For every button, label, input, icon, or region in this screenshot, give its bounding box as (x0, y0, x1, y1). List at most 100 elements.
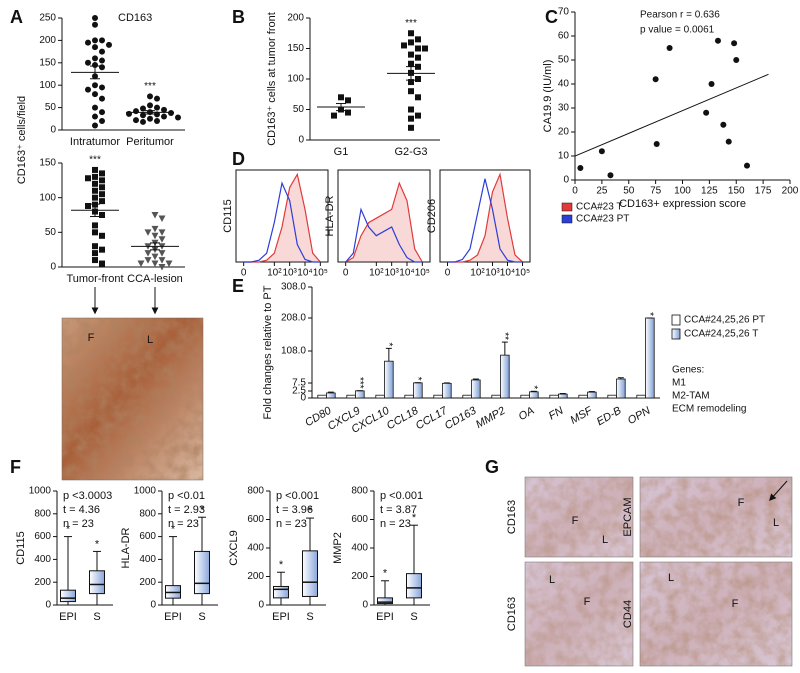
x-tick-label: 10⁵ (515, 268, 530, 279)
panel-letter: F (10, 457, 21, 477)
y-tick-label: 150 (39, 57, 56, 68)
x-tick-label: 25 (596, 186, 608, 197)
axis-label: CD115 (222, 199, 234, 232)
x-tick-label: 200 (782, 186, 799, 197)
point (733, 57, 740, 63)
point (99, 246, 105, 253)
y-tick-label: 200 (139, 577, 156, 588)
point (92, 15, 98, 21)
image-letter: F (732, 598, 739, 610)
legend-label: M2-TAM (672, 391, 710, 402)
point (408, 30, 414, 37)
point (415, 76, 421, 82)
stat-label: n = 23 (168, 518, 199, 530)
bar (549, 394, 559, 399)
plot-frame (235, 169, 329, 263)
y-tick-label: 200 (34, 577, 51, 588)
x-tick-label: CD163 (443, 404, 479, 432)
point (338, 94, 344, 101)
y-tick-label: 0 (50, 125, 56, 136)
x-tick-label: 0 (241, 268, 247, 279)
x-tick-label: 10⁴ (297, 268, 312, 279)
y-tick-label: 0 (300, 393, 306, 404)
point (85, 39, 91, 46)
image-letter: F (88, 332, 95, 344)
panel-letter: B (232, 7, 245, 27)
x-tick-label: 10⁵ (313, 268, 328, 279)
image-letter: F (738, 497, 745, 509)
significance: * (279, 559, 284, 571)
x-tick-label: OPN (626, 405, 653, 427)
bar (404, 394, 414, 399)
y-tick-label: 100 (39, 192, 56, 203)
y-tick-label: 0 (45, 600, 51, 611)
x-tick-label: 0 (572, 186, 578, 197)
x-tick-label: 50 (623, 186, 635, 197)
point (708, 81, 715, 87)
x-tick-label: MMP2 (474, 405, 508, 431)
x-tick-label: 10³ (485, 268, 500, 279)
axis-label: CD206 (426, 199, 438, 233)
axis-label: CA19.9 (IU/ml) (542, 60, 554, 133)
x-tick-label: G2-G3 (394, 146, 427, 158)
image-label: CD44 (622, 600, 634, 628)
point (99, 177, 105, 184)
legend-label: CCA#24,25,26 T (684, 329, 758, 340)
image-letter: F (584, 596, 591, 608)
box (406, 573, 422, 599)
significance: * (528, 385, 539, 389)
micrograph-texture (640, 477, 792, 557)
point (92, 122, 98, 129)
image-letter: L (549, 574, 555, 586)
micrograph-texture (525, 562, 633, 666)
y-tick-label: 800 (139, 508, 156, 519)
y-tick-label: 150 (287, 43, 304, 54)
box (194, 550, 210, 595)
point (158, 250, 166, 257)
point (99, 212, 105, 218)
micrograph-texture (640, 562, 792, 666)
point (175, 114, 181, 121)
legend-label: CCA#24,25,26 PT (684, 315, 765, 326)
y-tick-label: 20 (558, 127, 570, 138)
point (92, 82, 98, 89)
point (151, 225, 159, 233)
bar (462, 394, 472, 399)
point (92, 37, 98, 44)
point (151, 232, 159, 240)
bar (607, 394, 617, 399)
point (144, 257, 152, 264)
y-tick-label: 100 (287, 74, 304, 85)
point (720, 121, 727, 128)
significance: * (644, 312, 655, 316)
point (92, 243, 98, 250)
micrograph-texture (525, 477, 633, 557)
significance: *** (354, 377, 365, 389)
x-tick-label: 75 (650, 186, 662, 197)
point (154, 95, 160, 102)
point (92, 250, 98, 257)
point (161, 106, 167, 113)
panel-letter: C (545, 7, 558, 27)
x-tick-label: S (306, 611, 313, 623)
y-tick-label: 400 (34, 554, 51, 565)
y-tick-label: 100 (39, 80, 56, 91)
axis-label: CD163+ expression score (619, 198, 746, 210)
point (99, 37, 105, 44)
x-tick-label: 150 (728, 186, 745, 197)
y-tick-label: 30 (558, 103, 570, 114)
bar (520, 394, 530, 399)
x-tick-label: 0 (445, 268, 451, 279)
point (99, 184, 105, 191)
point (92, 166, 98, 173)
point (92, 257, 98, 264)
bar (355, 390, 365, 399)
point (99, 109, 105, 116)
x-tick-label: S (198, 611, 205, 623)
legend-swatch (671, 328, 681, 340)
axis-label: CD163⁺ cells at tumor front (266, 12, 278, 146)
significance: ** (499, 332, 510, 340)
annotation: p value = 0.0061 (640, 25, 715, 36)
point (85, 175, 91, 182)
point (714, 37, 721, 44)
